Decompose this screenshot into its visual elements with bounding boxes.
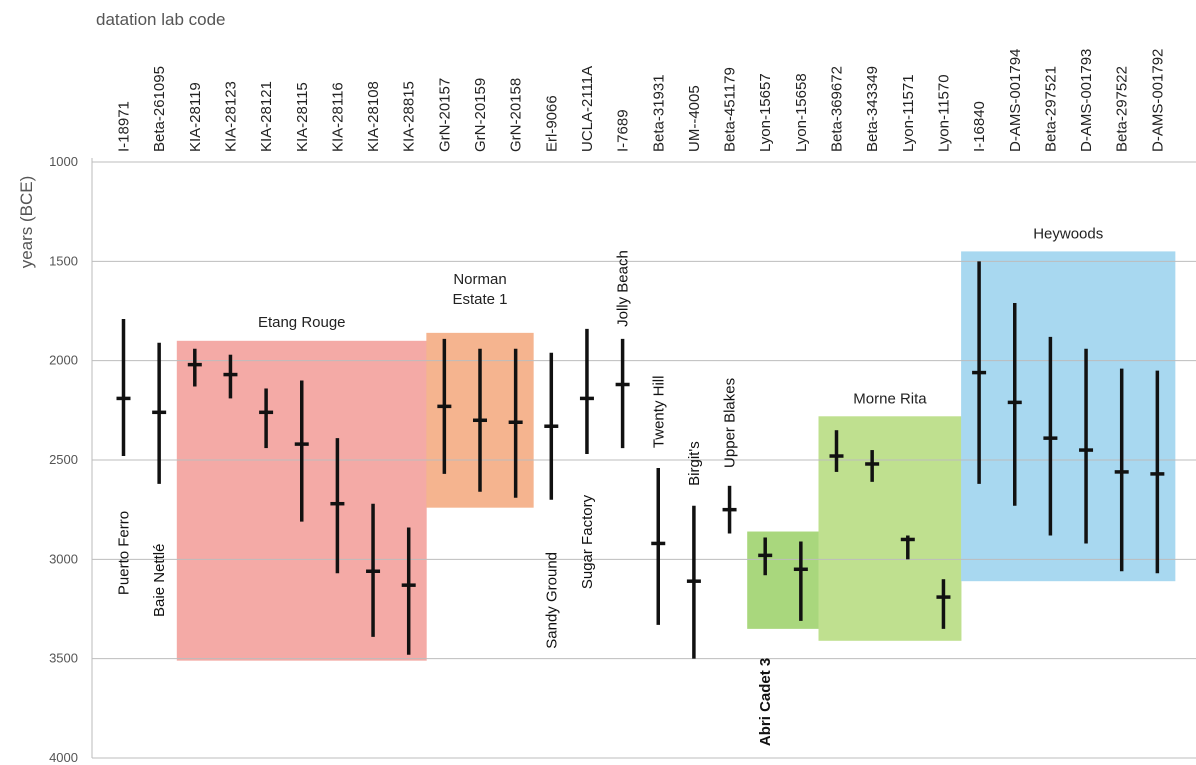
x-axis-title: datation lab code [96, 10, 226, 29]
y-tick-label: 3500 [49, 651, 78, 666]
site-label: Jolly Beach [615, 250, 632, 327]
group-label: Heywoods [1033, 225, 1103, 242]
site-labels: Puerto Ferro Baie Nettlé Sandy Ground Sugar… [116, 250, 775, 746]
lab-code-label: Beta-369672 [829, 66, 846, 152]
lab-code-label: KIA-28121 [258, 81, 275, 152]
lab-code-label: Lyon-11570 [935, 74, 952, 152]
lab-code-label: UCLA-2111A [579, 66, 596, 152]
y-tick-label: 2500 [49, 452, 78, 467]
lab-code-label: Lyon-15658 [793, 73, 810, 152]
y-tick-label: 4000 [49, 750, 78, 765]
lab-code-labels: I-18971 Beta-261095 KIA-28119 KIA-28123 KIA-… [116, 49, 1167, 152]
lab-code-label: KIA-28108 [365, 81, 382, 152]
lab-code-label: I-18971 [116, 101, 133, 152]
lab-code-label: Beta-343349 [864, 66, 881, 152]
lab-code-label: Beta-31931 [650, 74, 667, 152]
lab-code-label: GrN-20157 [436, 78, 453, 152]
date-ranges [116, 261, 1165, 659]
y-tick-label: 1500 [49, 253, 78, 268]
lab-code-label: D-AMS-001793 [1078, 49, 1095, 152]
site-label: Sandy Ground [543, 552, 560, 649]
site-label: Baie Nettlé [151, 544, 168, 617]
lab-code-label: Erl-9066 [543, 95, 560, 152]
lab-code-label: Lyon-11571 [900, 74, 917, 152]
lab-code-label: Beta-261095 [151, 66, 168, 152]
site-label: Birgit's [686, 441, 703, 486]
lab-code-label: I-16840 [971, 101, 988, 152]
site-group-boxes: Etang Rouge Norman Estate 1 Morne Rita Heywo… [176, 225, 1176, 661]
lab-code-label: D-AMS-001792 [1149, 49, 1166, 152]
gridlines [91, 158, 1196, 759]
lab-code-label: Lyon-15657 [757, 73, 774, 152]
y-tick-label: 2000 [49, 353, 78, 368]
lab-code-label: GrN-20159 [472, 78, 489, 152]
group-label: Norman [453, 271, 506, 288]
lab-code-label: KIA-28115 [294, 82, 311, 152]
group-box [747, 531, 819, 629]
lab-code-label: KIA-28815 [401, 81, 418, 152]
lab-code-label: KIA-28116 [329, 82, 346, 152]
y-tick-label: 3000 [49, 551, 78, 566]
site-label: Puerto Ferro [116, 511, 133, 595]
lab-code-label: I-7689 [615, 109, 632, 152]
lab-code-label: GrN-20158 [508, 78, 525, 152]
site-label: Abri Cadet 3 [757, 658, 774, 746]
y-axis-title: years (BCE) [17, 176, 36, 269]
lab-code-label: UM--4005 [686, 85, 703, 152]
lab-code-label: D-AMS-001794 [1007, 49, 1024, 152]
y-tick-label: 1000 [49, 154, 78, 169]
lab-code-label: Beta-451179 [722, 67, 739, 152]
group-label: Etang Rouge [258, 314, 346, 331]
site-label: Twenty Hill [650, 376, 667, 449]
lab-code-label: Beta-297521 [1042, 66, 1059, 152]
lab-code-label: Beta-297522 [1114, 66, 1131, 152]
lab-code-label: KIA-28123 [222, 81, 239, 152]
group-label: Morne Rita [853, 390, 927, 407]
group-box [818, 416, 962, 641]
y-tick-labels: 1000 1500 2000 2500 3000 3500 4000 [49, 154, 78, 765]
group-box [961, 251, 1176, 582]
group-label: Estate 1 [452, 291, 507, 308]
lab-code-label: KIA-28119 [187, 82, 204, 152]
site-label: Upper Blakes [722, 378, 739, 468]
site-label: Sugar Factory [579, 494, 596, 589]
